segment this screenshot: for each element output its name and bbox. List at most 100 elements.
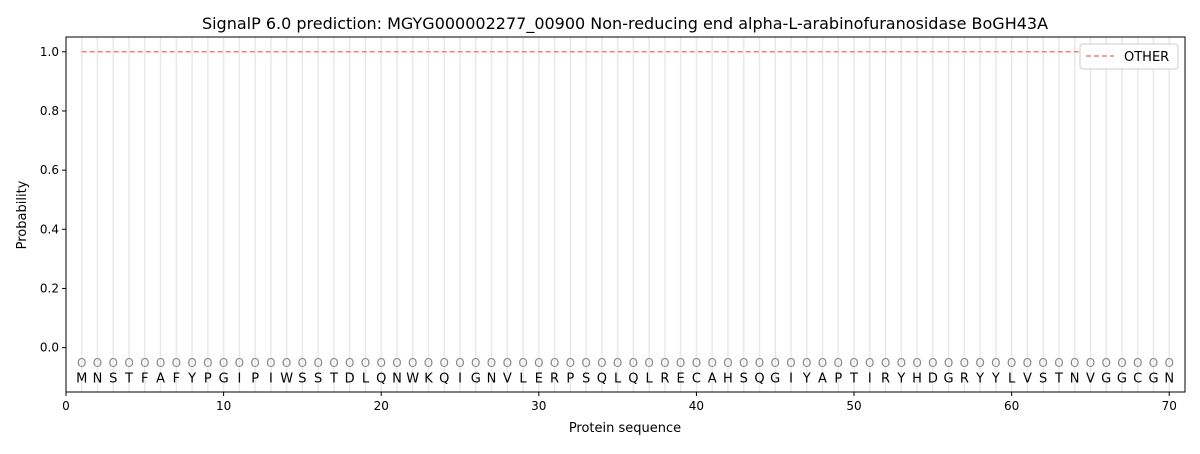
region-label: O: [1149, 356, 1158, 370]
region-label: O: [440, 356, 449, 370]
residue-label: Q: [628, 371, 638, 386]
residue-label: Y: [896, 371, 905, 386]
residue-label: Y: [975, 371, 984, 386]
residue-label: G: [1117, 371, 1127, 386]
x-tick-label: 20: [374, 399, 389, 413]
residue-label: V: [1086, 371, 1095, 386]
residue-label: K: [424, 371, 433, 386]
region-label: O: [597, 356, 606, 370]
region-label: O: [550, 356, 559, 370]
residue-label: W: [280, 371, 293, 386]
region-label: O: [534, 356, 543, 370]
residue-label: R: [660, 371, 669, 386]
residue-label: P: [251, 371, 259, 386]
marks: OMONOSOTOFOAOFOYOPOGOIOPOIOWOSOSOTODOLOQ…: [76, 51, 1174, 386]
residue-label: L: [614, 371, 622, 386]
residue-label: E: [535, 371, 543, 386]
region-label: O: [313, 356, 322, 370]
residue-label: V: [503, 371, 512, 386]
residue-label: T: [1054, 371, 1063, 386]
region-label: O: [692, 356, 701, 370]
residue-label: T: [124, 371, 133, 386]
residue-label: I: [237, 371, 241, 386]
residue-label: S: [1039, 371, 1047, 386]
residue-label: C: [1133, 371, 1142, 386]
region-label: O: [818, 356, 827, 370]
region-label: O: [503, 356, 512, 370]
x-tick-label: 10: [216, 399, 231, 413]
region-label: O: [975, 356, 984, 370]
region-label: O: [109, 356, 118, 370]
region-label: O: [235, 356, 244, 370]
region-label: O: [1007, 356, 1016, 370]
region-label: O: [124, 356, 133, 370]
residue-label: T: [849, 371, 858, 386]
chart-title: SignalP 6.0 prediction: MGYG000002277_00…: [202, 14, 1048, 34]
region-label: O: [172, 356, 181, 370]
residue-label: W: [406, 371, 419, 386]
residue-label: I: [269, 371, 273, 386]
x-tick-label: 0: [62, 399, 70, 413]
region-label: O: [518, 356, 527, 370]
region-label: O: [345, 356, 354, 370]
region-label: O: [912, 356, 921, 370]
region-label: O: [644, 356, 653, 370]
region-label: O: [786, 356, 795, 370]
region-label: O: [960, 356, 969, 370]
region-label: O: [1023, 356, 1032, 370]
region-label: O: [266, 356, 275, 370]
residue-label: I: [868, 371, 872, 386]
region-label: O: [187, 356, 196, 370]
region-label: O: [1133, 356, 1142, 370]
region-label: O: [629, 356, 638, 370]
x-tick-label: 60: [1004, 399, 1019, 413]
residue-label: N: [93, 371, 103, 386]
residue-label: G: [1101, 371, 1111, 386]
x-tick-label: 50: [846, 399, 861, 413]
residue-label: S: [740, 371, 748, 386]
residue-label: F: [141, 371, 148, 386]
region-label: O: [897, 356, 906, 370]
region-label: O: [928, 356, 937, 370]
x-axis-label: Protein sequence: [569, 421, 681, 436]
residue-label: S: [582, 371, 590, 386]
residue-label: R: [550, 371, 559, 386]
residue-label: H: [723, 371, 733, 386]
residue-label: Y: [187, 371, 196, 386]
residue-label: Y: [991, 371, 1000, 386]
region-label: O: [392, 356, 401, 370]
residue-label: H: [912, 371, 922, 386]
residue-label: L: [1008, 371, 1016, 386]
residue-label: R: [960, 371, 969, 386]
residue-label: L: [519, 371, 527, 386]
region-label: O: [455, 356, 464, 370]
residue-label: P: [834, 371, 842, 386]
region-label: O: [881, 356, 890, 370]
residue-label: D: [928, 371, 938, 386]
legend-box: [1079, 43, 1179, 70]
region-label: O: [219, 356, 228, 370]
region-label: O: [944, 356, 953, 370]
residue-label: N: [1070, 371, 1080, 386]
residue-label: Q: [754, 371, 764, 386]
region-label: O: [408, 356, 417, 370]
residue-label: G: [219, 371, 229, 386]
residue-label: Q: [597, 371, 607, 386]
residue-label: C: [692, 371, 701, 386]
y-tick-label: 0.0: [40, 341, 59, 355]
legend: OTHER: [1079, 43, 1179, 70]
residue-label: S: [314, 371, 322, 386]
residue-label: Q: [376, 371, 386, 386]
region-label: O: [613, 356, 622, 370]
region-label: O: [755, 356, 764, 370]
y-axis-label: Probability: [15, 180, 30, 249]
region-label: O: [298, 356, 307, 370]
residue-label: P: [566, 371, 574, 386]
residue-label: Y: [802, 371, 811, 386]
y-tick-label: 0.4: [40, 222, 59, 236]
residue-label: L: [646, 371, 654, 386]
region-label: O: [1086, 356, 1095, 370]
region-label: O: [250, 356, 259, 370]
region-label: O: [991, 356, 1000, 370]
